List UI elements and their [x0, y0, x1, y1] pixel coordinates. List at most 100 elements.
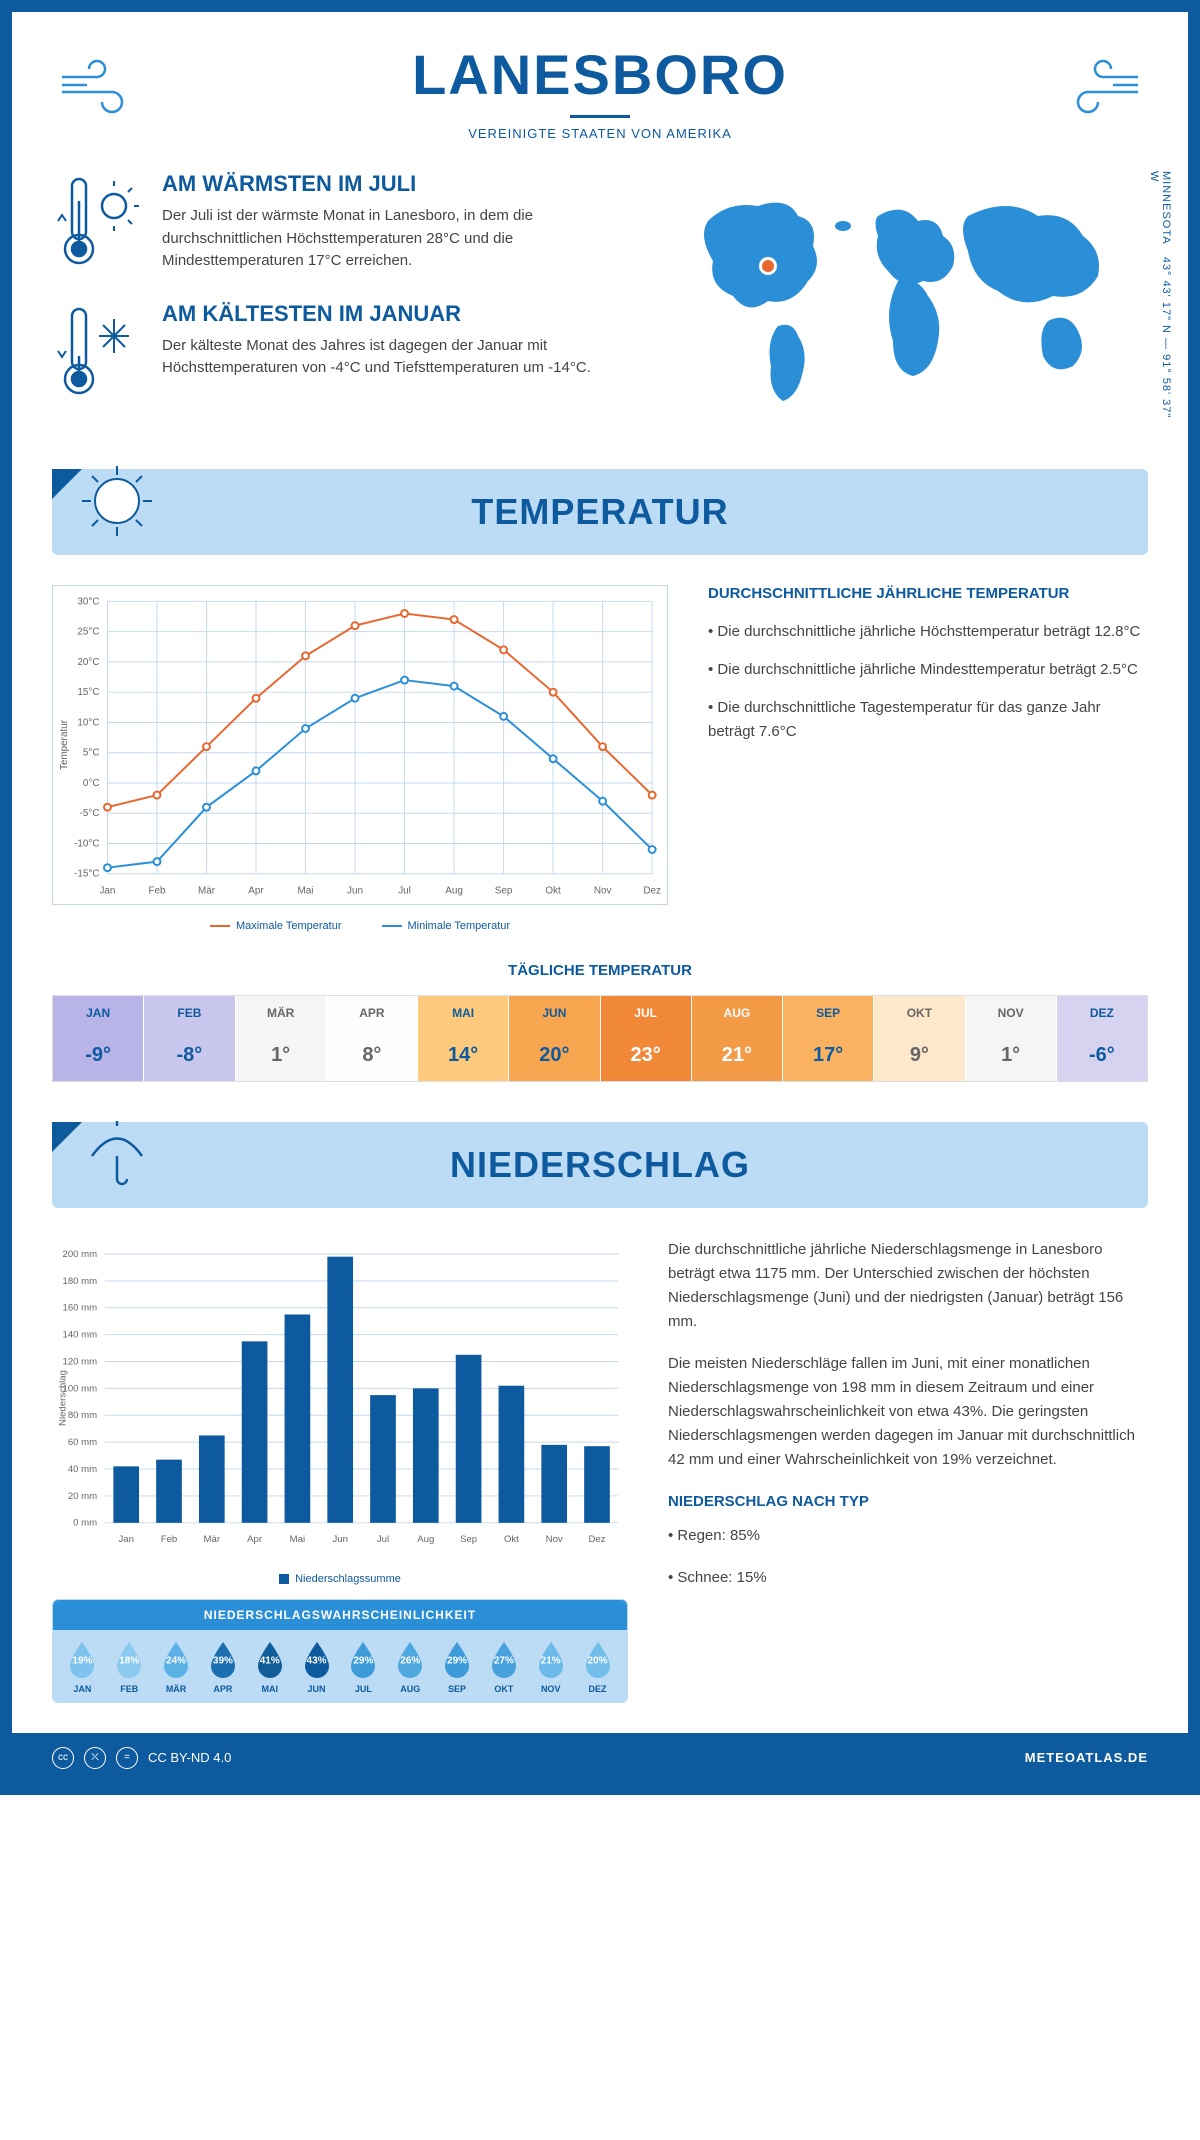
temperature-content: -15°C-10°C-5°C0°C5°C10°C15°C20°C25°C30°C…: [52, 585, 1148, 932]
summary-1: • Die durchschnittliche jährliche Höchst…: [708, 620, 1148, 644]
daily-temp-title: TÄGLICHE TEMPERATUR: [52, 962, 1148, 979]
svg-text:Niederschlag: Niederschlag: [57, 1370, 68, 1426]
wind-icon-right: [1068, 52, 1148, 134]
probability-cell: 29%JUL: [340, 1640, 387, 1694]
precip-snow: • Schnee: 15%: [668, 1566, 1148, 1590]
temp-cell: FEB-8°: [144, 996, 235, 1081]
precip-rain: • Regen: 85%: [668, 1524, 1148, 1548]
svg-text:Apr: Apr: [248, 885, 264, 896]
svg-text:Nov: Nov: [594, 885, 612, 896]
umbrella-icon: [77, 1114, 157, 1194]
line-chart-legend: Maximale Temperatur Minimale Temperatur: [52, 920, 668, 932]
precipitation-text: Die durchschnittliche jährliche Niedersc…: [668, 1238, 1148, 1703]
bar-chart-legend: Niederschlagssumme: [52, 1573, 628, 1585]
svg-text:Jan: Jan: [99, 885, 115, 896]
svg-text:20°C: 20°C: [77, 656, 99, 667]
probability-cell: 43%JUN: [293, 1640, 340, 1694]
cc-icon: cc: [52, 1747, 74, 1769]
summary-2: • Die durchschnittliche jährliche Mindes…: [708, 658, 1148, 682]
precipitation-bar-chart: 0 mm20 mm40 mm60 mm80 mm100 mm120 mm140 …: [52, 1238, 628, 1703]
svg-text:Sep: Sep: [460, 1534, 477, 1545]
svg-text:Mär: Mär: [198, 885, 216, 896]
probability-title: NIEDERSCHLAGSWAHRSCHEINLICHKEIT: [53, 1600, 627, 1630]
footer: cc ⛌ = CC BY-ND 4.0 METEOATLAS.DE: [12, 1733, 1188, 1783]
temp-cell: NOV1°: [966, 996, 1057, 1081]
svg-text:Jan: Jan: [118, 1534, 133, 1545]
svg-text:15°C: 15°C: [77, 687, 99, 698]
thermometer-snow-icon: [52, 301, 142, 401]
temp-cell: JAN-9°: [53, 996, 144, 1081]
probability-cell: 29%SEP: [434, 1640, 481, 1694]
svg-text:Jul: Jul: [377, 1534, 389, 1545]
temp-cell: MÄR1°: [236, 996, 327, 1081]
svg-text:60 mm: 60 mm: [68, 1437, 97, 1448]
info-row: AM WÄRMSTEN IM JULI Der Juli ist der wär…: [52, 171, 1148, 429]
temp-cell: AUG21°: [692, 996, 783, 1081]
sun-icon: [77, 461, 157, 541]
summary-title: DURCHSCHNITTLICHE JÄHRLICHE TEMPERATUR: [708, 585, 1148, 602]
svg-text:Dez: Dez: [643, 885, 661, 896]
probability-cell: 27%OKT: [480, 1640, 527, 1694]
temperature-title: TEMPERATUR: [72, 491, 1128, 533]
svg-text:Okt: Okt: [545, 885, 561, 896]
site-name: METEOATLAS.DE: [1025, 1750, 1148, 1765]
svg-text:30°C: 30°C: [77, 596, 99, 607]
probability-cell: 21%NOV: [527, 1640, 574, 1694]
coldest-text: Der kälteste Monat des Jahres ist dagege…: [162, 335, 628, 380]
probability-cell: 20%DEZ: [574, 1640, 621, 1694]
svg-text:Okt: Okt: [504, 1534, 519, 1545]
daily-temp-table: JAN-9°FEB-8°MÄR1°APR8°MAI14°JUN20°JUL23°…: [52, 995, 1148, 1082]
svg-text:200 mm: 200 mm: [63, 1248, 98, 1259]
warmest-block: AM WÄRMSTEN IM JULI Der Juli ist der wär…: [52, 171, 628, 273]
svg-text:Feb: Feb: [148, 885, 166, 896]
svg-text:10°C: 10°C: [77, 717, 99, 728]
temp-cell: JUN20°: [509, 996, 600, 1081]
svg-text:120 mm: 120 mm: [63, 1356, 98, 1367]
temperature-summary: DURCHSCHNITTLICHE JÄHRLICHE TEMPERATUR •…: [708, 585, 1148, 932]
svg-text:Sep: Sep: [495, 885, 513, 896]
svg-text:-10°C: -10°C: [74, 838, 99, 849]
title-divider: [570, 115, 630, 118]
svg-text:Apr: Apr: [247, 1534, 263, 1545]
summary-3: • Die durchschnittliche Tagestemperatur …: [708, 696, 1148, 744]
infographic-frame: LANESBORO VEREINIGTE STAATEN VON AMERIKA…: [0, 0, 1200, 1795]
svg-text:Feb: Feb: [161, 1534, 178, 1545]
warmest-text: Der Juli ist der wärmste Monat in Lanesb…: [162, 205, 628, 273]
country-subtitle: VEREINIGTE STAATEN VON AMERIKA: [52, 126, 1148, 141]
temp-cell: DEZ-6°: [1057, 996, 1147, 1081]
temperature-banner: TEMPERATUR: [52, 469, 1148, 555]
svg-text:25°C: 25°C: [77, 626, 99, 637]
svg-text:80 mm: 80 mm: [68, 1410, 97, 1421]
probability-cell: 39%APR: [199, 1640, 246, 1694]
precipitation-banner: NIEDERSCHLAG: [52, 1122, 1148, 1208]
temp-cell: JUL23°: [601, 996, 692, 1081]
city-title: LANESBORO: [52, 42, 1148, 107]
temp-cell: SEP17°: [783, 996, 874, 1081]
svg-text:Aug: Aug: [445, 885, 463, 896]
header: LANESBORO VEREINIGTE STAATEN VON AMERIKA: [52, 42, 1148, 141]
svg-text:180 mm: 180 mm: [63, 1275, 98, 1286]
precip-type-title: NIEDERSCHLAG NACH TYP: [668, 1490, 1148, 1514]
svg-text:Aug: Aug: [417, 1534, 434, 1545]
temperature-line-chart: -15°C-10°C-5°C0°C5°C10°C15°C20°C25°C30°C…: [52, 585, 668, 932]
svg-text:Dez: Dez: [588, 1534, 605, 1545]
thermometer-sun-icon: [52, 171, 142, 271]
svg-text:Mai: Mai: [298, 885, 314, 896]
by-icon: ⛌: [84, 1747, 106, 1769]
world-map: MINNESOTA 43° 43' 17" N — 91° 58' 37" W: [668, 171, 1148, 429]
wind-icon-left: [52, 52, 132, 134]
precipitation-title: NIEDERSCHLAG: [72, 1144, 1128, 1186]
probability-box: NIEDERSCHLAGSWAHRSCHEINLICHKEIT 19%JAN18…: [52, 1599, 628, 1703]
svg-text:20 mm: 20 mm: [68, 1490, 97, 1501]
svg-text:160 mm: 160 mm: [63, 1302, 98, 1313]
svg-text:Mär: Mär: [204, 1534, 221, 1545]
svg-text:Mai: Mai: [290, 1534, 305, 1545]
probability-cell: 18%FEB: [106, 1640, 153, 1694]
warmest-title: AM WÄRMSTEN IM JULI: [162, 171, 628, 197]
svg-text:-15°C: -15°C: [74, 868, 99, 879]
map-coordinates: MINNESOTA 43° 43' 17" N — 91° 58' 37" W: [1148, 171, 1172, 429]
coldest-block: AM KÄLTESTEN IM JANUAR Der kälteste Mona…: [52, 301, 628, 401]
nd-icon: =: [116, 1747, 138, 1769]
probability-cell: 24%MÄR: [153, 1640, 200, 1694]
svg-text:5°C: 5°C: [83, 747, 100, 758]
